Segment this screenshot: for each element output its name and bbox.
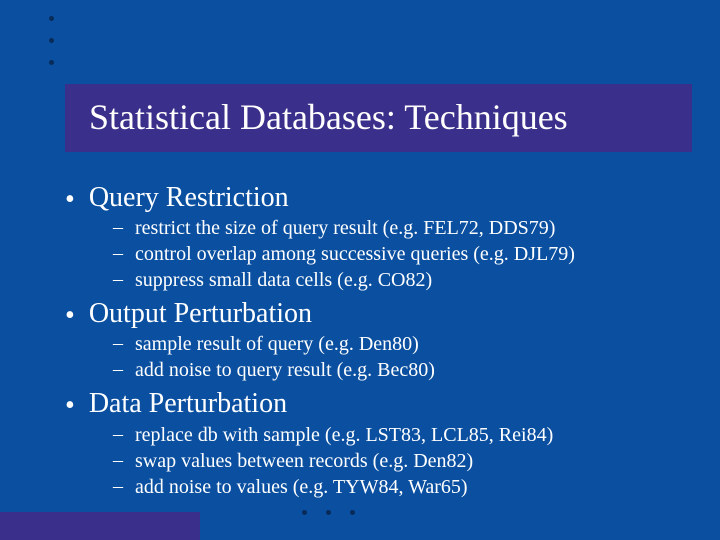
sub-item: – suppress small data cells (e.g. CO82) xyxy=(113,268,685,292)
bullet-icon: • xyxy=(65,302,75,330)
bullet-icon: • xyxy=(65,392,75,420)
decorative-dot xyxy=(49,16,54,21)
bullet-item: • Query Restriction xyxy=(65,182,685,214)
sub-text: control overlap among successive queries… xyxy=(135,242,575,266)
sub-item: – swap values between records (e.g. Den8… xyxy=(113,449,685,473)
sub-item: – add noise to values (e.g. TYW84, War65… xyxy=(113,475,685,499)
dash-icon: – xyxy=(113,216,123,239)
dash-icon: – xyxy=(113,268,123,291)
sub-text: add noise to values (e.g. TYW84, War65) xyxy=(135,475,468,499)
dash-icon: – xyxy=(113,332,123,355)
sub-item: – restrict the size of query result (e.g… xyxy=(113,216,685,240)
sub-item: – add noise to query result (e.g. Bec80) xyxy=(113,358,685,382)
dash-icon: – xyxy=(113,242,123,265)
decorative-dot xyxy=(302,510,307,515)
bullet-text: Data Perturbation xyxy=(89,388,287,420)
sub-text: replace db with sample (e.g. LST83, LCL8… xyxy=(135,423,553,447)
sub-text: swap values between records (e.g. Den82) xyxy=(135,449,473,473)
slide: Statistical Databases: Techniques • Quer… xyxy=(0,0,720,540)
dash-icon: – xyxy=(113,358,123,381)
sub-item: – sample result of query (e.g. Den80) xyxy=(113,332,685,356)
sub-text: add noise to query result (e.g. Bec80) xyxy=(135,358,435,382)
sub-text: restrict the size of query result (e.g. … xyxy=(135,216,555,240)
decorative-dot xyxy=(350,510,355,515)
bullet-icon: • xyxy=(65,186,75,214)
dash-icon: – xyxy=(113,423,123,446)
decorative-dot xyxy=(49,60,54,65)
bullet-item: • Data Perturbation xyxy=(65,388,685,420)
dash-icon: – xyxy=(113,475,123,498)
title-bar: Statistical Databases: Techniques xyxy=(65,84,692,152)
sub-item: – control overlap among successive queri… xyxy=(113,242,685,266)
slide-title: Statistical Databases: Techniques xyxy=(89,98,568,138)
decorative-dot xyxy=(49,38,54,43)
bullet-text: Query Restriction xyxy=(89,182,289,214)
bullet-text: Output Perturbation xyxy=(89,298,312,330)
sub-text: suppress small data cells (e.g. CO82) xyxy=(135,268,432,292)
sub-text: sample result of query (e.g. Den80) xyxy=(135,332,419,356)
sub-item: – replace db with sample (e.g. LST83, LC… xyxy=(113,423,685,447)
footer-accent-bar xyxy=(0,512,200,540)
bullet-item: • Output Perturbation xyxy=(65,298,685,330)
dash-icon: – xyxy=(113,449,123,472)
decorative-dot xyxy=(326,510,331,515)
slide-content: • Query Restriction – restrict the size … xyxy=(65,176,685,501)
